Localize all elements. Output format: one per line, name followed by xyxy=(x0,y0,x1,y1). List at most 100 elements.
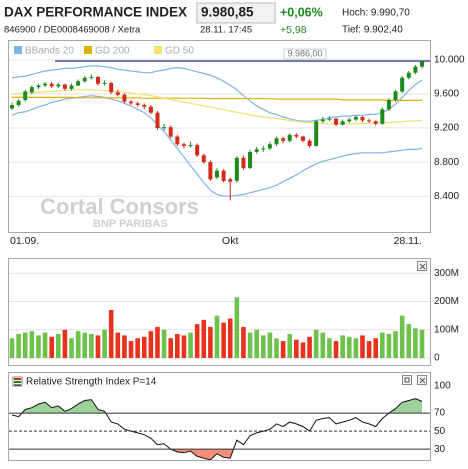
indicator-line xyxy=(11,89,423,125)
volume-bar xyxy=(267,332,273,358)
candle-body xyxy=(234,157,239,181)
volume-bar xyxy=(175,334,180,358)
candle-body xyxy=(69,85,74,89)
y-tick-label: 8.400 xyxy=(434,191,459,202)
volume-bar xyxy=(227,318,233,358)
candle-body xyxy=(294,134,299,137)
watermark-brand: Cortal Consors xyxy=(40,194,199,219)
candle-body xyxy=(195,145,200,156)
volume-bar xyxy=(122,335,127,358)
candle-body xyxy=(43,83,48,86)
volume-bar xyxy=(294,339,299,358)
indicator-line xyxy=(11,95,423,197)
candle-body xyxy=(274,138,279,145)
volume-bar xyxy=(274,338,279,358)
indicator-line xyxy=(12,96,422,101)
volume-bar xyxy=(9,338,15,358)
volume-bar xyxy=(234,297,240,358)
candle-body xyxy=(135,103,140,106)
x-tick-label: 28.11. xyxy=(394,235,422,247)
y-tick-label: 9.600 xyxy=(434,89,459,100)
high: Hoch: 9.990,70 xyxy=(342,8,410,19)
close-icon xyxy=(419,263,426,270)
volume-bar xyxy=(287,334,293,358)
overbought-area xyxy=(21,398,422,414)
volume-bar xyxy=(307,336,312,358)
settings-button[interactable] xyxy=(402,375,412,385)
candle-body xyxy=(175,136,180,145)
candle-body xyxy=(406,72,411,78)
candle-body xyxy=(115,92,120,95)
volume-bar xyxy=(327,338,332,358)
volume-bar xyxy=(406,324,412,358)
candle-body xyxy=(400,77,405,92)
y-tick-label: 200M xyxy=(434,296,459,307)
candle-body xyxy=(122,94,127,102)
volume-bar xyxy=(254,329,259,358)
candle-body xyxy=(367,120,372,122)
candle-body xyxy=(353,116,358,120)
annotation-label: 9.986,00 xyxy=(287,48,322,58)
price-box xyxy=(196,2,276,24)
volume-bar xyxy=(135,338,140,358)
candle-body xyxy=(62,84,67,89)
candle-body xyxy=(287,134,292,141)
indicator-line xyxy=(11,65,423,122)
price: 9.980,85 xyxy=(201,5,254,20)
candle-body xyxy=(155,112,160,129)
candle-body xyxy=(95,76,100,84)
volume-bar xyxy=(89,334,94,358)
volume-bar xyxy=(141,336,147,358)
volume-bar xyxy=(161,329,167,358)
candle-body xyxy=(89,76,94,78)
volume-bar xyxy=(380,332,385,358)
candle-body xyxy=(102,82,107,84)
volume-bar xyxy=(340,335,345,358)
candle-body xyxy=(327,118,332,120)
volume-bar xyxy=(247,332,253,358)
candle-body xyxy=(16,100,21,106)
candle-body xyxy=(420,61,424,67)
candle-body xyxy=(340,121,345,125)
candle-body xyxy=(36,85,41,88)
candle-body xyxy=(168,127,173,137)
y-tick-label: 9.200 xyxy=(434,123,459,134)
time: 28.11. 17:45 xyxy=(200,25,252,36)
plot xyxy=(10,60,430,201)
volume-bar xyxy=(393,331,398,358)
volume-bar xyxy=(346,336,352,358)
candle-body xyxy=(129,101,134,104)
legend-swatch xyxy=(14,46,22,54)
legend-swatch xyxy=(84,46,92,54)
volume-bar xyxy=(22,332,28,358)
volume-bar xyxy=(62,329,68,358)
volume-bar xyxy=(386,334,392,358)
candle-body xyxy=(254,149,259,152)
x-tick-label: 01.09. xyxy=(10,235,39,247)
candle-body xyxy=(228,179,233,182)
volume-bar xyxy=(115,332,121,358)
volume-bar xyxy=(49,336,54,358)
y-tick-label: 30 xyxy=(434,444,446,455)
rsi-line xyxy=(11,398,423,460)
plot xyxy=(11,398,423,460)
candle-body xyxy=(320,119,325,122)
volume-bar xyxy=(42,332,48,358)
volume-bar xyxy=(155,326,160,358)
legend-label: GD 200 xyxy=(95,46,130,57)
rsi-title: Relative Strength Index P=14 xyxy=(26,377,157,388)
volume-bar xyxy=(194,324,200,358)
y-tick-label: 100 xyxy=(434,381,451,392)
candle-body xyxy=(248,151,253,169)
candle-body xyxy=(76,81,81,86)
volume-bar xyxy=(69,338,74,358)
rsi-panel xyxy=(8,372,431,461)
annotation-box xyxy=(283,48,327,60)
volume-bar xyxy=(168,338,174,358)
volume-bar xyxy=(221,322,226,358)
volume-bar xyxy=(320,332,326,358)
volume-bar xyxy=(214,315,220,358)
volume-bar xyxy=(181,335,187,358)
y-tick-label: 0 xyxy=(434,353,440,364)
y-tick-label: 70 xyxy=(434,408,446,419)
